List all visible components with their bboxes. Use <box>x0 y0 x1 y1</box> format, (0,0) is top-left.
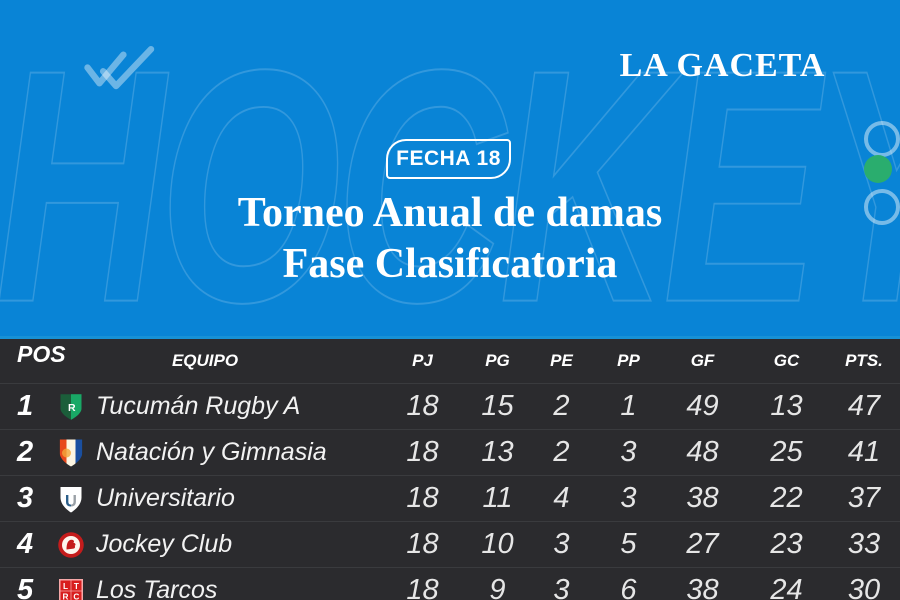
svg-text:C: C <box>73 592 79 600</box>
svg-text:T: T <box>74 581 79 590</box>
svg-text:R: R <box>63 592 69 600</box>
svg-text:L: L <box>63 581 68 590</box>
svg-text:R: R <box>68 401 76 413</box>
